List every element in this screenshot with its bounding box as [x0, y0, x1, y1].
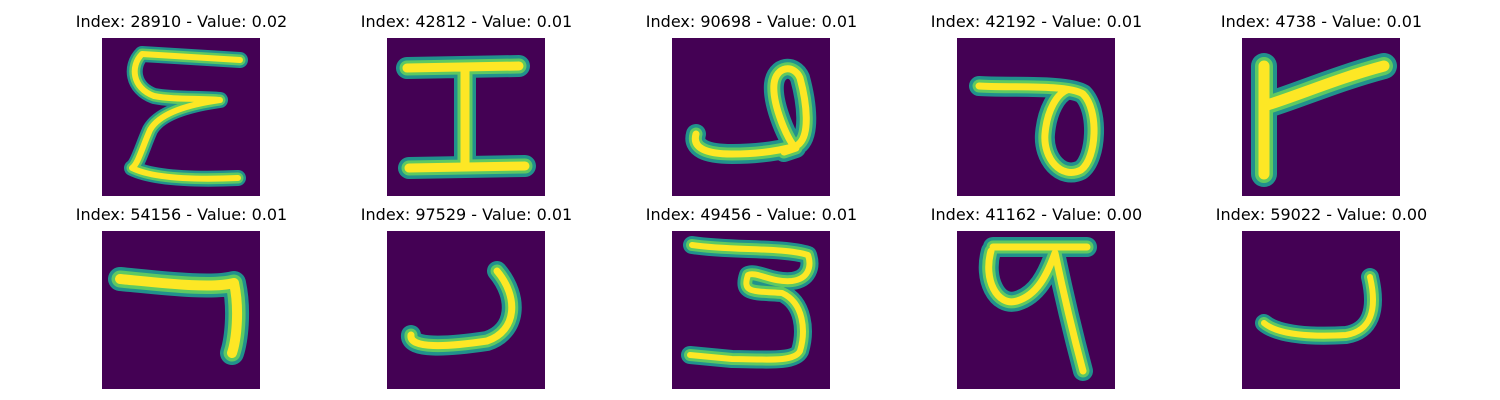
handwritten-glyph-image — [387, 231, 545, 389]
panel-title: Index: 97529 - Value: 0.01 — [360, 205, 573, 224]
panel-title: Index: 4738 - Value: 0.01 — [1220, 12, 1423, 31]
panel-title: Index: 90698 - Value: 0.01 — [645, 12, 858, 31]
panel-title: Index: 42812 - Value: 0.01 — [360, 12, 573, 31]
handwritten-glyph-image — [102, 231, 260, 389]
panel-title: Index: 59022 - Value: 0.00 — [1215, 205, 1428, 224]
panel: Index: 28910 - Value: 0.02 — [39, 12, 324, 196]
handwritten-glyph-image — [957, 231, 1115, 389]
panel-title: Index: 41162 - Value: 0.00 — [930, 205, 1143, 224]
panel-title: Index: 42192 - Value: 0.01 — [930, 12, 1143, 31]
handwritten-glyph-image — [102, 38, 260, 196]
panel: Index: 54156 - Value: 0.01 — [39, 205, 324, 389]
panel: Index: 42812 - Value: 0.01 — [324, 12, 609, 196]
handwritten-glyph-image — [672, 231, 830, 389]
panel: Index: 90698 - Value: 0.01 — [609, 12, 894, 196]
panel: Index: 4738 - Value: 0.01 — [1179, 12, 1464, 196]
panel-title: Index: 28910 - Value: 0.02 — [75, 12, 288, 31]
panel: Index: 42192 - Value: 0.01 — [894, 12, 1179, 196]
handwritten-glyph-image — [957, 38, 1115, 196]
panel: Index: 97529 - Value: 0.01 — [324, 205, 609, 389]
panel-title: Index: 49456 - Value: 0.01 — [645, 205, 858, 224]
panel: Index: 41162 - Value: 0.00 — [894, 205, 1179, 389]
panel: Index: 49456 - Value: 0.01 — [609, 205, 894, 389]
handwritten-glyph-image — [1242, 38, 1400, 196]
panel: Index: 59022 - Value: 0.00 — [1179, 205, 1464, 389]
panel-title: Index: 54156 - Value: 0.01 — [75, 205, 288, 224]
handwritten-glyph-image — [672, 38, 830, 196]
handwritten-glyph-image — [387, 38, 545, 196]
handwritten-glyph-image — [1242, 231, 1400, 389]
